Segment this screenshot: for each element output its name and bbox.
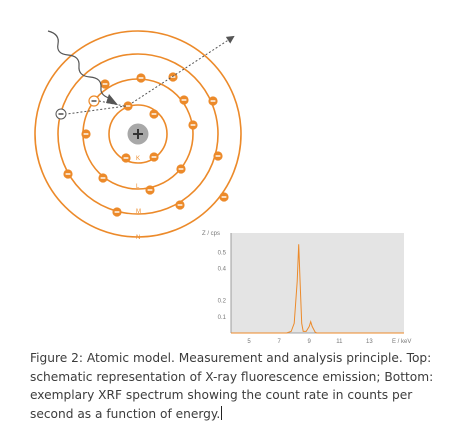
ejected-electron-icon (55, 108, 67, 120)
figure-caption-text: Figure 2: Atomic model. Measurement and … (30, 351, 434, 422)
nucleus-plus-icon (127, 123, 149, 145)
electron-minus-icon (208, 96, 218, 106)
transitioning-electron-icon (123, 101, 133, 111)
electron-minus-icon (145, 185, 155, 195)
y-tick-label: 0.1 (218, 315, 227, 321)
shell-label-k: K (136, 156, 140, 162)
x-tick-label: 9 (308, 339, 312, 345)
electrons (63, 72, 229, 217)
electron-minus-icon (179, 95, 189, 105)
electron-minus-icon (175, 200, 185, 210)
x-tick-label: 13 (366, 339, 373, 345)
electron-minus-icon (100, 79, 110, 89)
electron-minus-icon (136, 73, 146, 83)
y-tick-label: 0.2 (218, 299, 227, 305)
shell-label-m: M (136, 209, 141, 215)
electron-minus-icon (168, 72, 178, 82)
atomic-model: K L M N (34, 30, 242, 241)
electron-minus-icon (81, 129, 91, 139)
x-tick-label: 7 (277, 339, 281, 345)
y-tick-label: 0.5 (218, 250, 227, 256)
spectrum-series-line (231, 244, 404, 334)
ejection-dotted-line (66, 105, 127, 115)
text-cursor (221, 406, 223, 421)
electron-minus-icon (188, 120, 198, 130)
shell-n (34, 30, 242, 238)
plot-area (231, 233, 404, 333)
electron-minus-icon (149, 109, 159, 119)
y-tick-label: 0.4 (218, 266, 227, 272)
electron-minus-icon (213, 151, 223, 161)
x-axis-label: E / keV (392, 339, 411, 345)
electron-minus-icon (219, 192, 229, 202)
y-axis-label: Z / cps (202, 231, 220, 237)
transition-dotted-line (98, 100, 125, 107)
x-ticks: 5 7 9 11 13 (247, 339, 373, 345)
y-ticks: 0.1 0.2 0.4 0.5 (218, 250, 227, 321)
x-tick-label: 11 (336, 339, 343, 345)
electron-minus-icon (176, 164, 186, 174)
electron-minus-icon (149, 152, 159, 162)
electron-minus-icon (63, 169, 73, 179)
xrf-figure: K L M N Z / cps E / keV 5 7 9 11 13 0.10.20.… (34, 30, 411, 345)
dotted-emission-arrow (131, 35, 235, 104)
shell-m (57, 53, 219, 215)
vacancy-electron-icon (88, 95, 100, 107)
photon-arrowhead (106, 94, 118, 105)
wavy-xray-photon (47, 30, 113, 100)
electron-minus-icon (121, 153, 131, 163)
shell-label-n: N (136, 235, 140, 241)
xrf-spectrum-chart: Z / cps E / keV 5 7 9 11 13 0.1 0.2 0.4 0.5 (202, 231, 411, 345)
electron-minus-icon (112, 207, 122, 217)
shell-k (108, 104, 168, 164)
x-tick-label: 5 (247, 339, 251, 345)
electron-minus-icon (98, 173, 108, 183)
figure-caption: Figure 2: Atomic model. Measurement and … (30, 349, 435, 424)
shell-label-l: L (136, 184, 140, 190)
